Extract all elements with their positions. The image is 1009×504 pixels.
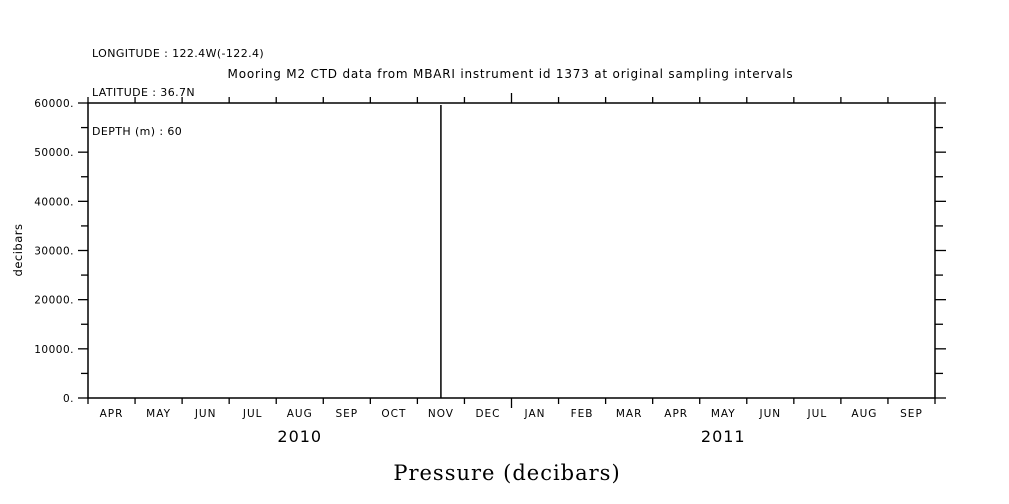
y-tick-label: 10000. [34, 344, 74, 356]
month-label: AUG [851, 408, 877, 420]
month-label: MAR [616, 408, 643, 420]
month-label: OCT [381, 408, 406, 420]
month-label: MAY [711, 408, 736, 420]
metadata-header: LONGITUDE : 122.4W(-122.4) LATITUDE : 36… [92, 21, 264, 164]
y-axis-title: decibars [11, 224, 25, 277]
plot-title: Mooring M2 CTD data from MBARI instrumen… [227, 67, 794, 81]
month-label: AUG [287, 408, 313, 420]
month-label: APR [100, 408, 124, 420]
month-label: JUN [194, 408, 217, 420]
y-tick-label: 30000. [34, 246, 74, 258]
metadata-depth: DEPTH (m) : 60 [92, 125, 183, 138]
x-axis-title: Pressure (decibars) [393, 461, 620, 485]
year-label: 2010 [277, 427, 322, 446]
month-label: NOV [428, 408, 454, 420]
month-label: JUL [807, 408, 828, 420]
month-label: MAY [146, 408, 171, 420]
year-label: 2011 [701, 427, 746, 446]
month-label: DEC [475, 408, 500, 420]
y-tick-label: 40000. [34, 196, 74, 208]
plot-frame [87, 102, 936, 399]
month-label: APR [664, 408, 688, 420]
y-tick-label: 20000. [34, 295, 74, 307]
metadata-longitude: LONGITUDE : 122.4W(-122.4) [92, 47, 265, 60]
month-label: SEP [335, 408, 358, 420]
month-label: SEP [900, 408, 923, 420]
y-tick-label: 50000. [34, 147, 74, 159]
metadata-latitude: LATITUDE : 36.7N [92, 86, 196, 99]
month-label: JUN [758, 408, 781, 420]
y-tick-label: 0. [63, 393, 74, 405]
month-label: JUL [242, 408, 263, 420]
month-label: FEB [571, 408, 594, 420]
y-tick-label: 60000. [34, 98, 74, 110]
month-label: JAN [524, 408, 546, 420]
